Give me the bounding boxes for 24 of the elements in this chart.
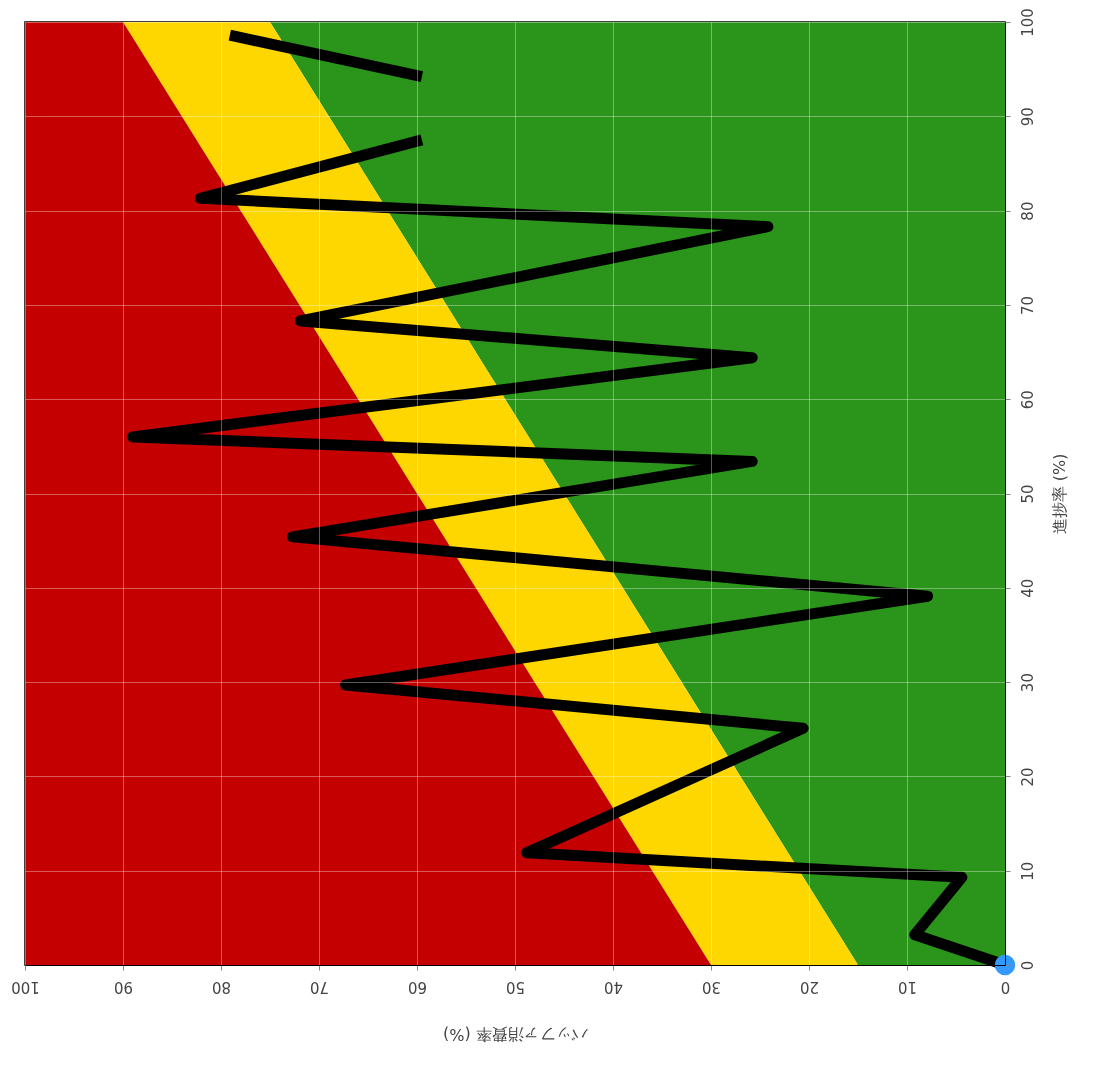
x-axis-title: バッファ消費率 (%): [443, 1024, 589, 1044]
x-tick-label: 60: [407, 977, 428, 996]
y-tick-label: 80: [1018, 201, 1037, 221]
y-tick-label: 100: [1018, 8, 1037, 37]
x-tick-label: 100: [11, 977, 40, 996]
y-tick-label: 30: [1018, 673, 1037, 693]
x-tick-label: 0: [1000, 977, 1011, 996]
y-axis-title: 進捗率 (%): [1049, 453, 1069, 535]
y-tick-label: 0: [1018, 960, 1037, 971]
y-tick-label: 10: [1018, 861, 1037, 881]
y-tick-label: 40: [1018, 578, 1037, 598]
y-tick-label: 60: [1018, 390, 1037, 410]
x-tick-label: 20: [799, 977, 820, 996]
y-tick-label: 70: [1018, 295, 1037, 315]
x-tick-label: 10: [897, 977, 918, 996]
y-tick-label: 20: [1018, 767, 1037, 787]
x-tick-label: 40: [603, 977, 624, 996]
x-tick-label: 70: [309, 977, 330, 996]
x-tick-label: 90: [113, 977, 134, 996]
y-tick-label: 50: [1018, 484, 1037, 504]
x-tick-label: 30: [701, 977, 722, 996]
y-tick-label: 90: [1018, 107, 1037, 127]
x-tick-label: 50: [505, 977, 526, 996]
x-tick-label: 80: [211, 977, 232, 996]
